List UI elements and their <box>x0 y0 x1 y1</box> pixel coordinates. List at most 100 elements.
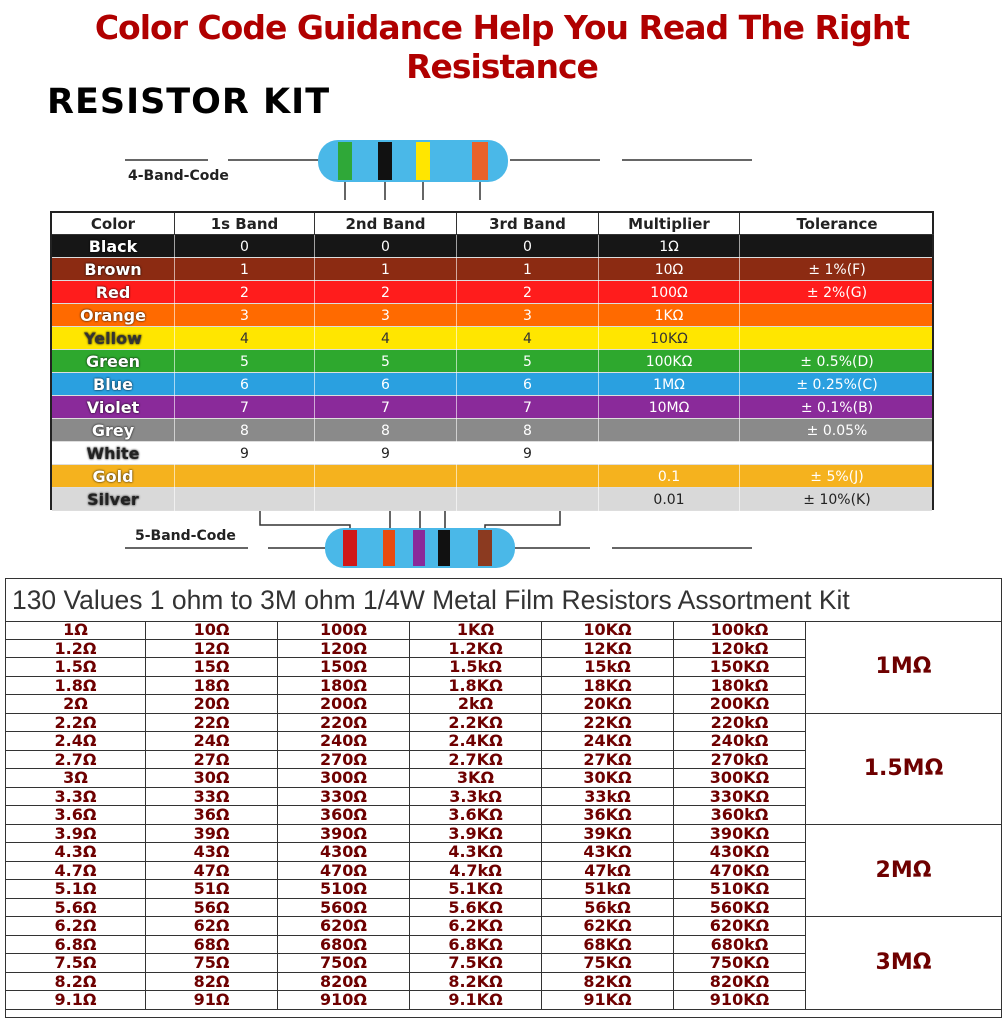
resistor-value: 4.7kΩ <box>410 861 542 880</box>
color-cell: 1 <box>315 258 457 281</box>
resistor-value: 1.2KΩ <box>410 639 542 658</box>
resistor-value: 36KΩ <box>542 805 674 825</box>
color-row <box>52 235 932 258</box>
resistor-value: 200Ω <box>278 694 410 714</box>
color-row <box>52 350 932 373</box>
color-cell: 6 <box>457 373 599 396</box>
resistor-value: 560KΩ <box>674 898 806 917</box>
resistor-value: 33Ω <box>146 787 278 806</box>
color-row <box>52 419 932 442</box>
resistor-value: 910KΩ <box>674 990 806 1010</box>
color-cell: 0.01 <box>599 488 740 511</box>
resistor-value: 360kΩ <box>674 805 806 825</box>
color-row <box>52 327 932 350</box>
resistor-value: 47Ω <box>146 861 278 880</box>
resistor-value: 36Ω <box>146 805 278 825</box>
resistor-value: 75KΩ <box>542 953 674 973</box>
color-row <box>52 465 932 488</box>
resistor-value: 39KΩ <box>542 824 674 843</box>
empty-cell <box>315 465 457 488</box>
empty-cell <box>740 235 934 258</box>
resistor-value: 620KΩ <box>674 916 806 936</box>
color-cell: 0 <box>175 235 315 258</box>
color-cell: ± 1%(F) <box>808 261 866 278</box>
kit-table: 130 Values 1 ohm to 3M ohm 1/4W Metal Fi… <box>5 578 1002 1018</box>
empty-cell <box>740 442 934 465</box>
resistor-value: 27KΩ <box>542 750 674 769</box>
resistor-value: 430KΩ <box>674 842 806 862</box>
resistor-value: 750Ω <box>278 953 410 973</box>
resistor-value: 2Ω <box>6 694 146 714</box>
resistor-value: 510KΩ <box>674 879 806 899</box>
color-cell: 5 <box>175 350 315 373</box>
resistor-value: 30Ω <box>146 768 278 788</box>
color-cell: 2 <box>175 281 315 304</box>
empty-cell <box>740 304 934 327</box>
resistor-value: 300Ω <box>278 768 410 788</box>
resistor-value: 300KΩ <box>674 768 806 788</box>
color-cell: 1MΩ <box>599 373 740 396</box>
resistor-value: 220kΩ <box>674 713 806 732</box>
color-name: Grey <box>52 419 175 442</box>
empty-cell <box>175 488 315 511</box>
resistor-value: 75Ω <box>146 953 278 973</box>
color-row <box>52 304 932 327</box>
empty-cell <box>599 419 740 442</box>
empty-cell <box>175 465 315 488</box>
resistor-value: 4.3KΩ <box>410 842 542 862</box>
color-name: White <box>52 442 175 465</box>
color-row <box>52 396 932 419</box>
color-name: Yellow <box>52 327 175 350</box>
resistor-value: 1KΩ <box>410 620 542 640</box>
color-cell: 8 <box>175 419 315 442</box>
resistor-value: 33kΩ <box>542 787 674 806</box>
color-cell: 5 <box>457 350 599 373</box>
resistor-value: 27Ω <box>146 750 278 769</box>
color-cell: 9 <box>175 442 315 465</box>
resistor-value: 200KΩ <box>674 694 806 714</box>
resistor-value: 1.5Ω <box>6 657 146 677</box>
resistor-value: 82Ω <box>146 972 278 991</box>
column-header: 1s Band <box>175 213 315 235</box>
color-name: Brown <box>52 258 175 281</box>
resistor-value: 8.2KΩ <box>410 972 542 991</box>
resistor-value: 62KΩ <box>542 916 674 936</box>
band5-label: 5-Band-Code <box>135 528 236 544</box>
color-name: Black <box>52 235 175 258</box>
resistor-value: 430Ω <box>278 842 410 862</box>
empty-cell <box>457 488 599 511</box>
color-name: Green <box>52 350 175 373</box>
resistor-value: 3.9KΩ <box>410 824 542 843</box>
color-cell: 2 <box>315 281 457 304</box>
resistor-value: 620Ω <box>278 916 410 936</box>
color-cell: 7 <box>315 396 457 419</box>
resistor-value: 510Ω <box>278 879 410 899</box>
resistor-value: 6.8Ω <box>6 935 146 954</box>
color-cell: 1Ω <box>599 235 740 258</box>
color-cell: 4 <box>315 327 457 350</box>
resistor-value: 5.6KΩ <box>410 898 542 917</box>
color-name: Violet <box>52 396 175 419</box>
color-cell: 4 <box>175 327 315 350</box>
resistor-value: 2.7Ω <box>6 750 146 769</box>
resistor-value: 2.2Ω <box>6 713 146 732</box>
kit-title: RESISTOR KIT <box>47 82 331 122</box>
resistor-value: 56Ω <box>146 898 278 917</box>
color-cell: 4 <box>457 327 599 350</box>
resistor-value: 91KΩ <box>542 990 674 1010</box>
resistor-value: 2.4KΩ <box>410 731 542 751</box>
color-cell: 1 <box>175 258 315 281</box>
column-header: 2nd Band <box>315 213 457 235</box>
color-name: Red <box>52 281 175 304</box>
color-cell: 7 <box>175 396 315 419</box>
resistor-value: 8.2Ω <box>6 972 146 991</box>
resistor-value: 3Ω <box>6 768 146 788</box>
resistor-value: 1.2Ω <box>6 639 146 658</box>
resistor-value: 3.9Ω <box>6 824 146 843</box>
resistor-value: 150Ω <box>278 657 410 677</box>
column-header: Tolerance <box>740 213 934 235</box>
group-value: 1MΩ <box>806 621 1001 714</box>
resistor-value: 180Ω <box>278 676 410 695</box>
resistor-value: 270kΩ <box>674 750 806 769</box>
color-cell: 3 <box>175 304 315 327</box>
